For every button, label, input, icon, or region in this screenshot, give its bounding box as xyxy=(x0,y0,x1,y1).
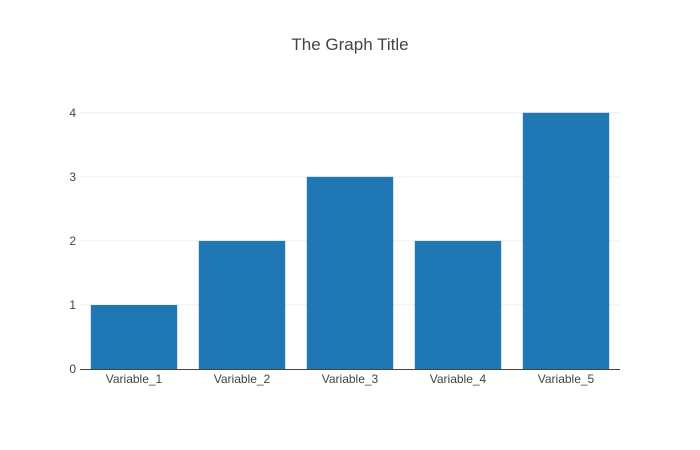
bar-Variable_4 xyxy=(414,240,502,369)
y-tick-label: 2 xyxy=(69,234,76,248)
bar-Variable_1 xyxy=(90,304,178,369)
y-tick-label: 4 xyxy=(69,106,76,120)
x-tick-label: Variable_1 xyxy=(106,372,163,386)
bar-Variable_3 xyxy=(306,176,394,369)
bar-Variable_5 xyxy=(522,112,610,370)
x-tick-label: Variable_3 xyxy=(322,372,379,386)
chart-title: The Graph Title xyxy=(291,35,408,54)
x-tick-label: Variable_4 xyxy=(430,372,487,386)
x-tick-label: Variable_2 xyxy=(214,372,271,386)
y-tick-label: 3 xyxy=(69,170,76,184)
bars xyxy=(90,112,610,370)
x-tick-label: Variable_5 xyxy=(538,372,595,386)
x-axis-ticks: Variable_1 Variable_2 Variable_3 Variable_4… xyxy=(106,372,595,386)
y-axis-ticks: 0 1 2 3 4 xyxy=(69,106,76,376)
y-tick-label: 0 xyxy=(69,362,76,376)
y-tick-label: 1 xyxy=(69,298,76,312)
bar-Variable_2 xyxy=(198,240,286,369)
